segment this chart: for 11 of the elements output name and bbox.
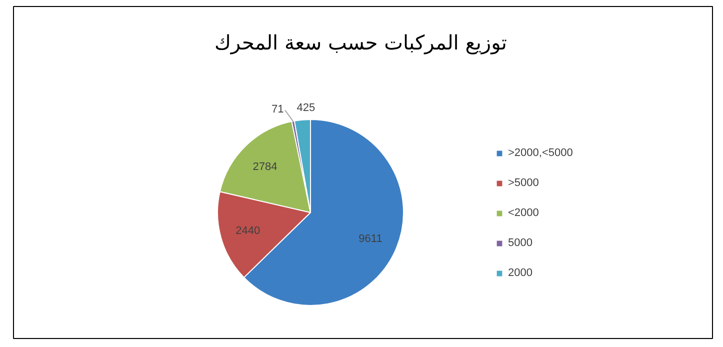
legend-label: 2000 xyxy=(508,266,532,281)
legend-label: <2000 xyxy=(508,206,539,221)
data-label: 2784 xyxy=(252,160,278,173)
data-label: 2440 xyxy=(236,225,260,238)
data-label: 71 xyxy=(271,103,284,116)
data-label: 9611 xyxy=(358,232,382,245)
data-label: 425 xyxy=(296,102,316,114)
legend-label: >2000,<5000 xyxy=(508,146,573,161)
legend-label: 5000 xyxy=(508,236,532,251)
legend-label: >5000 xyxy=(508,176,539,191)
chart-title: توزيع المركبات حسب سعة المحرك xyxy=(214,30,507,54)
